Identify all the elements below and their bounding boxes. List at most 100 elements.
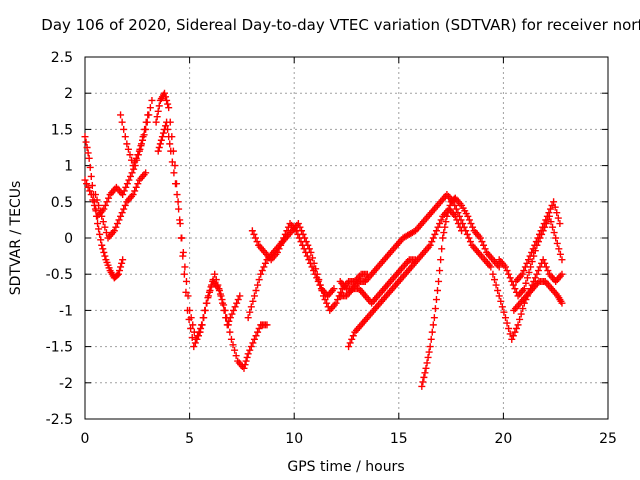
data-point [426, 343, 434, 351]
data-point [184, 292, 192, 300]
data-point [247, 343, 255, 351]
data-point [492, 281, 500, 289]
data-point [503, 267, 511, 275]
data-point [129, 162, 137, 170]
data-point [171, 162, 179, 170]
data-point [203, 299, 211, 307]
data-point [217, 292, 225, 300]
data-point [439, 234, 447, 242]
data-point [543, 212, 551, 220]
data-point [162, 122, 170, 130]
data-point [308, 263, 316, 271]
data-point [423, 359, 431, 367]
data-point [442, 218, 450, 226]
data-point [444, 209, 452, 217]
data-point [187, 314, 195, 322]
series-arc-13 [489, 256, 566, 343]
data-point [129, 191, 137, 199]
data-point [489, 270, 497, 278]
data-point [249, 297, 257, 305]
data-point [556, 220, 564, 228]
data-point [437, 216, 445, 224]
data-point [428, 238, 436, 246]
data-point [163, 118, 171, 126]
data-point [494, 286, 502, 294]
data-point [454, 220, 462, 228]
data-point [498, 303, 506, 311]
data-point [88, 182, 96, 190]
data-point [478, 238, 486, 246]
data-point [170, 169, 178, 177]
data-point [260, 263, 268, 271]
data-point [135, 147, 143, 155]
data-point [117, 111, 125, 119]
data-point [249, 339, 257, 347]
data-point [255, 276, 263, 284]
data-point [232, 352, 240, 360]
data-point [273, 248, 281, 256]
data-point [87, 172, 95, 180]
data-point [495, 263, 503, 271]
data-point [119, 191, 127, 199]
data-point [311, 270, 319, 278]
data-point [140, 131, 148, 139]
data-point [440, 229, 448, 237]
data-point [520, 267, 528, 275]
data-point [551, 203, 559, 211]
data-point [294, 220, 302, 228]
data-point [535, 230, 543, 238]
data-point [233, 299, 241, 307]
y-tick-label: -2.5 [46, 412, 73, 428]
data-point [348, 335, 356, 343]
data-point [500, 308, 508, 316]
data-point [139, 136, 147, 144]
data-point [520, 285, 528, 293]
data-point [117, 212, 125, 220]
data-point [85, 154, 93, 162]
data-point [534, 234, 542, 242]
data-point [550, 229, 558, 237]
data-point [186, 306, 194, 314]
data-point [453, 216, 461, 224]
data-point [252, 286, 260, 294]
data-point [501, 314, 509, 322]
data-point [542, 263, 550, 271]
data-point [128, 169, 136, 177]
data-point [421, 369, 429, 377]
data-point [229, 341, 237, 349]
x-tick-label: 10 [285, 431, 303, 447]
data-point [456, 223, 464, 231]
data-point [226, 314, 234, 322]
data-point [178, 234, 186, 242]
data-point [495, 292, 503, 300]
data-point [231, 346, 239, 354]
data-point [174, 198, 182, 206]
data-point [332, 299, 340, 307]
data-point [187, 325, 195, 332]
series-arc-12 [336, 256, 420, 307]
y-tick-label: 1 [64, 159, 73, 175]
data-point [511, 285, 519, 293]
data-point [220, 306, 228, 314]
data-point [164, 125, 172, 133]
x-tick-label: 0 [81, 431, 90, 447]
data-point [231, 303, 239, 311]
data-point [100, 205, 108, 213]
data-point [156, 140, 164, 148]
data-point [248, 227, 256, 235]
data-point [165, 104, 173, 112]
data-point [313, 274, 321, 282]
data-point [241, 361, 249, 369]
data-point [98, 241, 106, 249]
data-point [103, 198, 111, 206]
data-point [277, 241, 285, 249]
data-point [429, 321, 437, 329]
data-point [243, 353, 251, 361]
data-point [182, 288, 190, 296]
axis-ticks: 0 5 10 15 20 25 -2.5 -2 -1.5 -1 -0.5 0 0.5 1 1.5 2 2.5 [46, 50, 617, 447]
data-point [118, 118, 126, 126]
data-point [125, 176, 133, 184]
data-point [182, 277, 190, 285]
data-point [487, 263, 495, 271]
series-arc-16 [510, 277, 566, 314]
